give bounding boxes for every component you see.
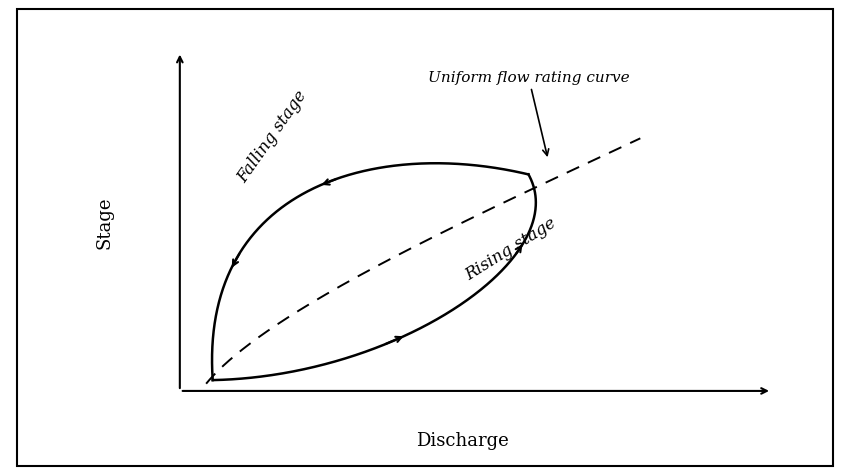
Text: Falling stage: Falling stage [234, 88, 310, 186]
Text: Uniform flow rating curve: Uniform flow rating curve [428, 71, 629, 156]
Text: Rising stage: Rising stage [462, 214, 560, 283]
Text: Discharge: Discharge [416, 431, 509, 449]
Text: Stage: Stage [95, 196, 113, 248]
